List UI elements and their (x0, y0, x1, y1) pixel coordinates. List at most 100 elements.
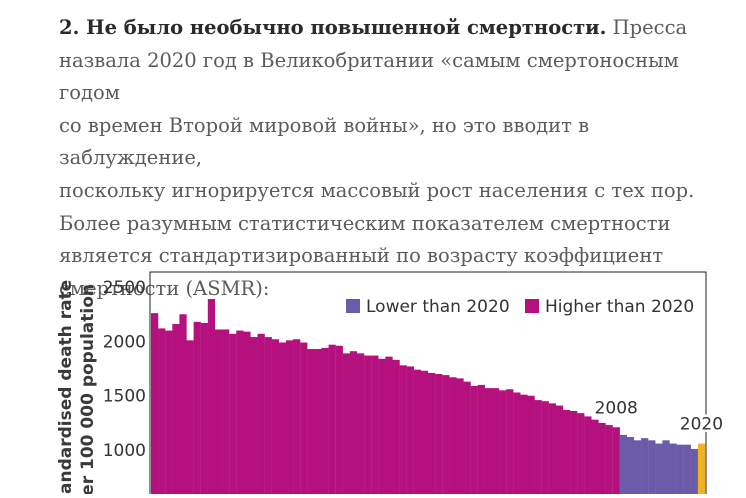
bar-2001 (562, 409, 571, 496)
bar-1973 (364, 355, 372, 496)
legend: Lower than 2020 Higher than 2020 (346, 297, 694, 317)
bar-1989 (477, 384, 485, 496)
bar-1998 (541, 401, 549, 496)
y-tick-label: 2500 (103, 278, 146, 298)
article-line: Более разумным статистическим показателе… (59, 211, 671, 235)
bar-1963 (293, 339, 301, 496)
bar-2018 (683, 444, 691, 496)
bar-2005 (591, 419, 599, 496)
bar-2007 (605, 425, 613, 496)
bar-1943 (151, 313, 159, 496)
bar-1957 (250, 337, 258, 496)
bar-1979 (406, 366, 414, 496)
article-line: смертности (ASMR): (59, 276, 270, 300)
bars (151, 299, 706, 496)
bar-2000 (555, 405, 564, 496)
bar-1980 (413, 369, 422, 496)
bar-1981 (420, 370, 429, 496)
bar-1947 (179, 314, 187, 496)
article-text: 2. Не было необычно повышенной смертност… (59, 12, 719, 305)
annotation-halo: 2020 (680, 415, 723, 435)
y-axis-ticks: 2500 2000 1500 1000 (103, 278, 146, 461)
bar-1944 (158, 328, 166, 496)
bar-1977 (392, 359, 400, 496)
bar-1953 (222, 329, 230, 496)
y-axis-title-line1: standardised death rate (56, 280, 76, 494)
article-line: Пресса (612, 16, 688, 39)
bar-1999 (548, 403, 556, 496)
y-tick-label: 2000 (103, 332, 146, 352)
bar-1946 (172, 324, 180, 496)
bar-2002 (570, 410, 578, 496)
bar-1997 (534, 400, 542, 496)
bar-chart-svg: standardised death rate per 100 000 popu… (56, 271, 726, 498)
bar-1945 (165, 330, 173, 496)
bar-1974 (371, 355, 379, 496)
annotation-label: 2008 (595, 398, 638, 418)
bar-1959 (264, 337, 272, 496)
bar-2009 (619, 434, 628, 496)
bar-1990 (484, 388, 493, 496)
bar-1983 (435, 374, 443, 496)
bar-1958 (257, 333, 265, 496)
bar-2016 (669, 443, 677, 496)
bar-1954 (229, 333, 237, 496)
bar-1995 (520, 394, 528, 496)
bar-1975 (378, 358, 386, 496)
bar-1964 (300, 342, 308, 496)
bar-1988 (470, 385, 478, 496)
bar-1961 (278, 342, 287, 496)
bar-2012 (641, 438, 649, 496)
bar-2019 (690, 449, 699, 496)
bar-1987 (463, 381, 471, 496)
bar-1982 (428, 372, 436, 496)
bar-1952 (214, 329, 223, 496)
bar-2015 (662, 440, 670, 496)
y-axis-title-line2: per 100 000 population (78, 284, 98, 494)
bar-1956 (243, 331, 251, 496)
bar-2013 (648, 440, 656, 496)
legend-label: Higher than 2020 (545, 297, 694, 317)
bar-2020 (697, 443, 706, 496)
bar-2003 (577, 413, 585, 496)
legend-swatch (525, 299, 539, 313)
bar-2010 (626, 437, 635, 496)
bar-1950 (200, 322, 208, 496)
bar-1976 (385, 356, 393, 496)
bar-2008 (612, 427, 620, 496)
article-line: является стандартизированный по возрасту… (59, 244, 664, 268)
bar-1972 (356, 353, 365, 496)
bar-1978 (399, 365, 407, 496)
bar-2011 (633, 440, 642, 496)
bar-1985 (449, 377, 457, 496)
y-axis-title: standardised death rate per 100 000 popu… (56, 280, 98, 498)
bar-1970 (342, 353, 351, 496)
death-rate-chart: standardised death rate per 100 000 popu… (0, 270, 746, 498)
article-line: со времен Второй мировой войны», но это … (59, 113, 590, 170)
legend-label: Lower than 2020 (366, 297, 510, 317)
bar-1994 (513, 392, 521, 496)
article-line: поскольку игнорируется массовый рост нас… (59, 178, 695, 202)
bar-1969 (335, 345, 343, 496)
bar-1962 (285, 340, 294, 496)
bar-1966 (314, 349, 322, 496)
plot-frame (149, 271, 707, 498)
annotation-halo: 2008 (595, 398, 638, 418)
bar-1984 (442, 375, 450, 496)
article-line: назвала 2020 год в Великобритании «самым… (59, 48, 679, 105)
bar-1996 (527, 395, 535, 496)
bar-1992 (499, 390, 507, 496)
bar-2006 (598, 422, 606, 496)
bar-1986 (456, 378, 464, 496)
bar-1965 (307, 349, 315, 496)
bar-1993 (506, 389, 514, 496)
bar-1949 (193, 321, 201, 496)
bar-1991 (491, 388, 500, 496)
bar-1948 (186, 340, 194, 496)
bar-2004 (584, 416, 592, 496)
annotation-label: 2020 (680, 415, 723, 435)
legend-swatch (346, 299, 360, 313)
bar-1955 (236, 330, 244, 496)
article-heading: 2. Не было необычно повышенной смертност… (59, 16, 607, 39)
bar-1971 (349, 351, 358, 496)
